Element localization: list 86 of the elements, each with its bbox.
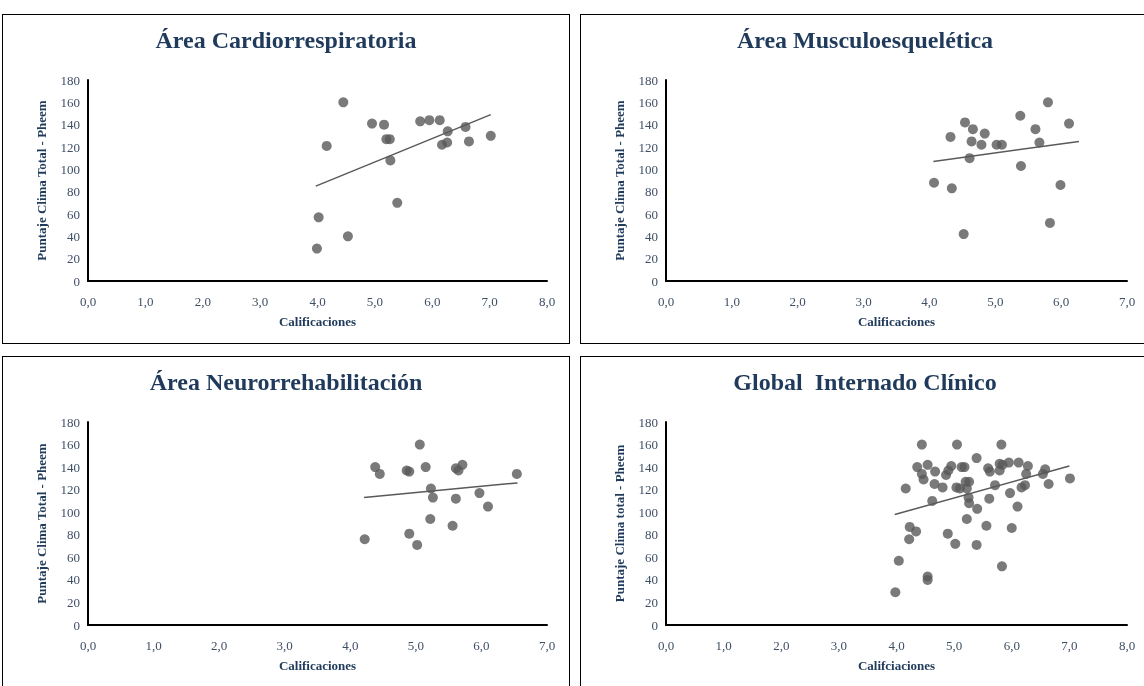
y-tick-label: 80 xyxy=(645,527,658,543)
x-tick-label: 7,0 xyxy=(1061,638,1078,653)
x-axis-title: Califciaciones xyxy=(857,658,936,673)
x-tick-label: 1,0 xyxy=(715,638,732,653)
x-tick-label: 5,0 xyxy=(366,294,383,309)
x-axis-title: Calificaciones xyxy=(857,314,936,329)
y-tick-label: 160 xyxy=(60,437,80,453)
y-tick-label: 140 xyxy=(60,459,80,475)
y-tick-label: 20 xyxy=(645,251,658,267)
x-tick-label: 5,0 xyxy=(946,638,963,653)
x-tick-label: 3,0 xyxy=(252,294,269,309)
y-tick-label: 60 xyxy=(645,206,658,222)
y-tick-label: 0 xyxy=(73,617,80,633)
x-tick-label: 0,0 xyxy=(657,294,675,309)
y-tick-label: 100 xyxy=(60,504,80,520)
y-tick-label: 40 xyxy=(645,228,658,244)
y-tick-label: 140 xyxy=(638,117,658,133)
chart-title: Área Musculoesquelética xyxy=(736,27,994,53)
y-tick-label: 20 xyxy=(67,251,80,267)
y-tick-label: 160 xyxy=(638,94,658,110)
x-axis-title: Calificaciones xyxy=(278,658,357,673)
y-tick-label: 60 xyxy=(67,206,80,222)
y-tick-label: 180 xyxy=(60,414,80,430)
y-tick-label: 60 xyxy=(67,549,80,565)
y-tick-label: 60 xyxy=(645,549,658,565)
y-tick-label: 40 xyxy=(645,572,658,588)
y-tick-label: 20 xyxy=(67,594,80,610)
y-tick-label: 140 xyxy=(638,459,658,475)
x-tick-label: 7,0 xyxy=(481,294,498,309)
x-tick-label: 2,0 xyxy=(773,638,790,653)
y-tick-label: 80 xyxy=(67,527,80,543)
y-tick-label: 120 xyxy=(638,482,658,498)
x-tick-label: 8,0 xyxy=(538,294,556,309)
x-tick-label: 3,0 xyxy=(830,638,847,653)
y-tick-label: 180 xyxy=(638,72,658,88)
x-tick-label: 6,0 xyxy=(424,294,441,309)
x-tick-label: 6,0 xyxy=(1003,638,1020,653)
y-tick-label: 80 xyxy=(67,184,80,200)
x-tick-label: 7,0 xyxy=(538,638,556,653)
x-tick-label: 4,0 xyxy=(309,294,326,309)
chart-title: Área Neurorrehabilitación xyxy=(149,369,423,395)
x-tick-label: 0,0 xyxy=(79,294,97,309)
y-tick-label: 40 xyxy=(67,228,80,244)
y-tick-label: 160 xyxy=(638,437,658,453)
x-tick-label: 6,0 xyxy=(473,638,490,653)
y-tick-label: 160 xyxy=(60,94,80,110)
x-tick-label: 1,0 xyxy=(723,294,740,309)
y-tick-label: 100 xyxy=(638,504,658,520)
x-tick-label: 4,0 xyxy=(342,638,359,653)
x-tick-label: 4,0 xyxy=(921,294,938,309)
x-tick-label: 0,0 xyxy=(657,638,675,653)
y-tick-label: 180 xyxy=(60,72,80,88)
y-tick-label: 140 xyxy=(60,117,80,133)
y-tick-label: 120 xyxy=(638,139,658,155)
x-tick-label: 1,0 xyxy=(145,638,162,653)
y-tick-label: 100 xyxy=(638,161,658,177)
chart-title: Global Internado Clínico xyxy=(733,369,997,395)
x-tick-label: 8,0 xyxy=(1118,638,1136,653)
y-axis-title: Puntaje Clima Total - Pheem xyxy=(612,100,627,261)
x-tick-label: 3,0 xyxy=(276,638,293,653)
y-tick-label: 40 xyxy=(67,572,80,588)
y-axis-title: Puntaje Clima Total - Pheem xyxy=(34,443,49,604)
y-tick-label: 0 xyxy=(73,273,80,289)
x-tick-label: 5,0 xyxy=(407,638,424,653)
x-tick-label: 0,0 xyxy=(79,638,97,653)
x-tick-label: 3,0 xyxy=(855,294,872,309)
y-tick-label: 80 xyxy=(645,184,658,200)
x-tick-label: 6,0 xyxy=(1053,294,1070,309)
y-tick-label: 120 xyxy=(60,139,80,155)
y-tick-label: 120 xyxy=(60,482,80,498)
x-tick-label: 4,0 xyxy=(888,638,905,653)
y-tick-label: 20 xyxy=(645,594,658,610)
x-tick-label: 7,0 xyxy=(1118,294,1136,309)
y-axis-title: Puntaje Clima total - Pheem xyxy=(612,444,627,603)
x-tick-label: 2,0 xyxy=(211,638,228,653)
x-tick-label: 2,0 xyxy=(194,294,211,309)
y-tick-label: 0 xyxy=(651,617,658,633)
x-axis-title: Calificaciones xyxy=(278,314,357,329)
y-axis-title: Puntaje Clima Total - Pheem xyxy=(34,100,49,261)
x-tick-label: 1,0 xyxy=(137,294,154,309)
chart-title: Área Cardiorrespiratoria xyxy=(155,27,417,53)
x-tick-label: 2,0 xyxy=(789,294,806,309)
y-tick-label: 0 xyxy=(651,273,658,289)
y-tick-label: 180 xyxy=(638,414,658,430)
y-tick-label: 100 xyxy=(60,161,80,177)
x-tick-label: 5,0 xyxy=(987,294,1004,309)
